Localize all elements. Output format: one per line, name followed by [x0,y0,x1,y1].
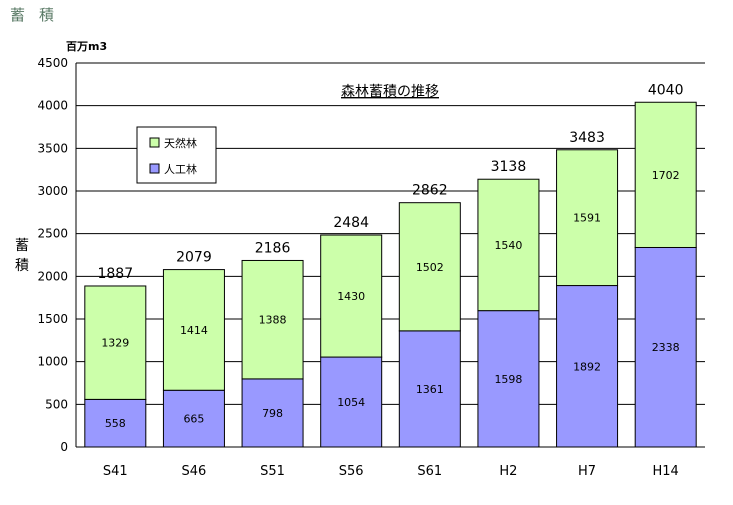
y-tick-label: 4500 [37,56,68,70]
segment-value-label: 1430 [337,290,365,303]
segment-value-label: 798 [262,407,283,420]
x-tick-label: S56 [339,464,364,479]
y-axis-label-char: 蓄 [15,238,29,254]
bar-segment [162,269,225,391]
x-tick-label: S46 [182,464,207,479]
total-value-label: 2862 [412,183,448,199]
legend-label: 人工林 [164,162,197,176]
segment-value-label: 1414 [180,324,208,337]
x-tick-label: S41 [103,464,128,479]
page-title: 蓄積 [10,6,69,24]
y-tick-label: 500 [45,397,68,411]
total-value-label: 3483 [569,130,605,146]
y-tick-label: 2000 [37,269,68,283]
x-tick-label: S61 [417,464,442,479]
bar-segment [398,202,461,332]
bar-segment [556,285,619,448]
bar-segment [320,234,383,358]
total-value-label: 4040 [648,82,684,98]
segment-value-label: 2338 [652,341,680,354]
segment-value-label: 1702 [652,169,680,182]
segment-value-label: 1540 [494,239,522,252]
bar-segment [241,259,304,380]
bar-segment [241,378,304,448]
y-tick-label: 1000 [37,355,68,369]
segment-value-label: 1329 [101,337,129,350]
total-value-label: 3138 [491,159,527,175]
segment-value-label: 1361 [416,383,444,396]
y-tick-label: 1500 [37,312,68,326]
x-tick-label: H2 [499,464,517,479]
segment-value-label: 1892 [573,360,601,373]
bar-segment [634,101,697,248]
total-value-label: 1887 [97,266,133,282]
total-value-label: 2079 [176,250,212,266]
y-axis-label: 蓄積 [15,238,29,274]
legend-swatch [149,163,160,174]
bar-segment [84,285,147,400]
segment-value-label: 1388 [259,314,287,327]
y-tick-label: 4000 [37,99,68,113]
bar-segment [84,398,147,448]
segment-value-label: 1591 [573,212,601,225]
unit-label: 百万m3 [66,40,107,53]
legend-label: 天然林 [164,136,197,150]
y-tick-label: 0 [60,440,68,454]
axes [75,63,705,448]
chart-title: 森林蓄積の推移 [341,84,439,100]
x-tick-label: S51 [260,464,285,479]
segment-value-label: 1502 [416,261,444,274]
legend-box [136,126,217,184]
total-value-label: 2186 [255,240,291,256]
labels: 0 500 1000 1500 2000 2500 3000 3500 4000 4500 558 1… [37,56,683,479]
y-tick-label: 3500 [37,141,68,155]
total-value-label: 2484 [333,215,369,231]
x-tick-label: H14 [653,464,679,479]
legend-swatch [149,137,160,148]
segment-value-label: 1054 [337,396,365,409]
bar-segment [477,310,540,448]
segment-value-label: 558 [105,417,126,430]
segment-value-label: 665 [183,413,204,426]
y-tick-label: 3000 [37,184,68,198]
bars [84,101,697,448]
segment-value-label: 1598 [494,373,522,386]
bar-segment [398,330,461,448]
bar-segment [162,389,225,448]
bar-segment [634,246,697,448]
x-tick-label: H7 [578,464,596,479]
bar-segment [556,149,619,287]
bar-segment [477,178,540,312]
y-axis-label-char: 積 [15,258,29,274]
y-tick-label: 2500 [37,227,68,241]
